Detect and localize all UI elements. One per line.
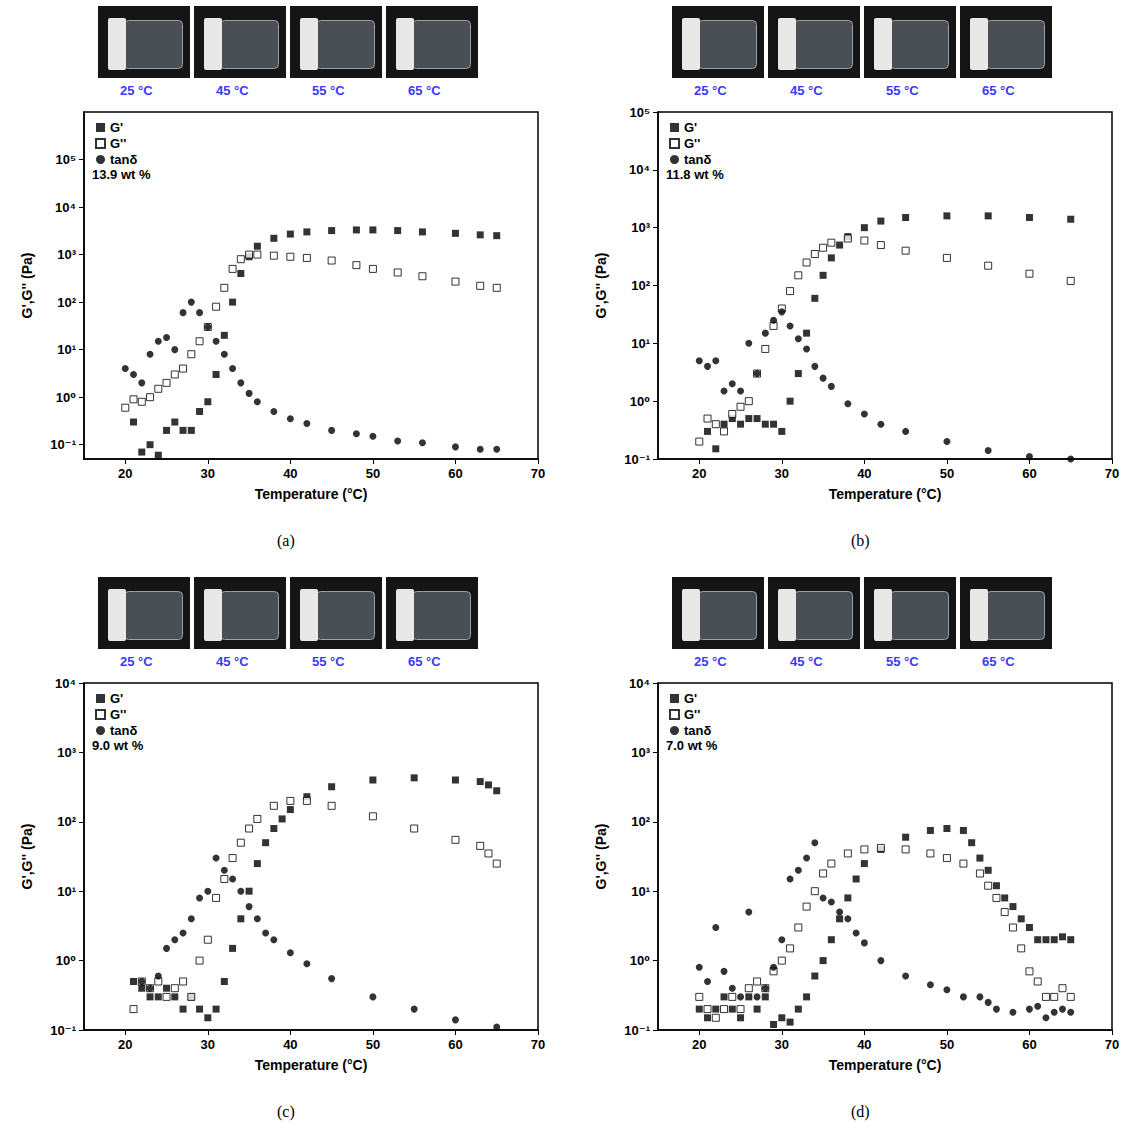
svg-text:10¹: 10¹ xyxy=(631,884,650,899)
svg-text:G': G' xyxy=(684,691,697,706)
svg-text:G': G' xyxy=(110,691,123,706)
svg-text:45 °C: 45 °C xyxy=(790,654,823,669)
svg-text:10¹: 10¹ xyxy=(57,342,76,357)
svg-text:40: 40 xyxy=(283,1037,297,1052)
svg-text:10⁵: 10⁵ xyxy=(629,105,650,120)
svg-text:10⁰: 10⁰ xyxy=(630,953,650,968)
svg-text:55 °C: 55 °C xyxy=(886,654,919,669)
svg-text:10¹: 10¹ xyxy=(631,336,650,351)
svg-text:G',G'' (Pa): G',G'' (Pa) xyxy=(593,824,609,890)
svg-text:10²: 10² xyxy=(631,814,650,829)
svg-text:7.0 wt %: 7.0 wt % xyxy=(666,738,718,753)
svg-text:65 °C: 65 °C xyxy=(982,83,1015,98)
svg-text:70: 70 xyxy=(1105,1037,1119,1052)
svg-text:tanδ: tanδ xyxy=(684,723,712,738)
svg-text:20: 20 xyxy=(692,466,706,481)
svg-text:10⁴: 10⁴ xyxy=(55,200,76,215)
svg-text:55 °C: 55 °C xyxy=(886,83,919,98)
svg-text:tanδ: tanδ xyxy=(110,723,138,738)
svg-text:10⁴: 10⁴ xyxy=(629,676,650,691)
svg-text:(b): (b) xyxy=(851,532,870,550)
svg-text:55 °C: 55 °C xyxy=(312,654,345,669)
svg-text:11.8 wt %: 11.8 wt % xyxy=(666,167,724,182)
svg-text:10³: 10³ xyxy=(57,745,76,760)
svg-text:70: 70 xyxy=(531,466,545,481)
svg-text:55 °C: 55 °C xyxy=(312,83,345,98)
svg-text:G'': G'' xyxy=(110,707,126,722)
svg-text:(a): (a) xyxy=(277,532,295,550)
svg-text:10¹: 10¹ xyxy=(57,884,76,899)
svg-text:13.9 wt %: 13.9 wt % xyxy=(92,167,151,182)
svg-text:10³: 10³ xyxy=(631,220,650,235)
svg-text:65 °C: 65 °C xyxy=(982,654,1015,669)
svg-text:10⁴: 10⁴ xyxy=(629,162,650,177)
svg-text:G': G' xyxy=(684,120,697,135)
svg-text:20: 20 xyxy=(118,1037,132,1052)
svg-text:60: 60 xyxy=(1022,1037,1036,1052)
svg-text:20: 20 xyxy=(118,466,132,481)
svg-text:30: 30 xyxy=(775,1037,789,1052)
svg-text:(d): (d) xyxy=(851,1103,870,1121)
svg-text:50: 50 xyxy=(366,466,380,481)
svg-text:10⁻¹: 10⁻¹ xyxy=(50,437,76,452)
svg-text:G': G' xyxy=(110,120,123,135)
svg-text:40: 40 xyxy=(283,466,297,481)
svg-text:10²: 10² xyxy=(631,278,650,293)
svg-text:45 °C: 45 °C xyxy=(790,83,823,98)
svg-text:30: 30 xyxy=(201,1037,215,1052)
svg-text:Temperature (°C): Temperature (°C) xyxy=(255,486,368,502)
svg-text:60: 60 xyxy=(1022,466,1036,481)
svg-text:30: 30 xyxy=(201,466,215,481)
svg-text:25 °C: 25 °C xyxy=(120,654,153,669)
svg-text:40: 40 xyxy=(857,466,871,481)
svg-text:10⁻¹: 10⁻¹ xyxy=(50,1023,76,1038)
svg-text:10³: 10³ xyxy=(631,745,650,760)
svg-text:G',G'' (Pa): G',G'' (Pa) xyxy=(19,253,35,319)
svg-text:10⁰: 10⁰ xyxy=(56,390,76,405)
svg-text:10⁰: 10⁰ xyxy=(56,953,76,968)
svg-text:9.0 wt %: 9.0 wt % xyxy=(92,738,144,753)
svg-text:10⁵: 10⁵ xyxy=(55,152,76,167)
svg-text:10⁴: 10⁴ xyxy=(55,676,76,691)
svg-text:50: 50 xyxy=(940,466,954,481)
svg-text:G'': G'' xyxy=(684,707,700,722)
svg-text:65 °C: 65 °C xyxy=(408,83,441,98)
svg-text:Temperature (°C): Temperature (°C) xyxy=(829,486,942,502)
svg-text:50: 50 xyxy=(940,1037,954,1052)
svg-text:25 °C: 25 °C xyxy=(694,83,727,98)
svg-text:10⁰: 10⁰ xyxy=(630,394,650,409)
svg-text:10³: 10³ xyxy=(57,247,76,262)
svg-text:Temperature (°C): Temperature (°C) xyxy=(255,1057,368,1073)
svg-text:10²: 10² xyxy=(57,295,76,310)
svg-text:20: 20 xyxy=(692,1037,706,1052)
svg-text:tanδ: tanδ xyxy=(110,152,138,167)
svg-text:Temperature (°C): Temperature (°C) xyxy=(829,1057,942,1073)
svg-text:(c): (c) xyxy=(277,1103,295,1121)
svg-text:70: 70 xyxy=(531,1037,545,1052)
svg-text:60: 60 xyxy=(448,466,462,481)
svg-text:40: 40 xyxy=(857,1037,871,1052)
svg-text:G',G'' (Pa): G',G'' (Pa) xyxy=(19,824,35,890)
svg-text:70: 70 xyxy=(1105,466,1119,481)
svg-text:G',G'' (Pa): G',G'' (Pa) xyxy=(593,253,609,319)
svg-text:45 °C: 45 °C xyxy=(216,654,249,669)
svg-text:G'': G'' xyxy=(684,136,700,151)
svg-text:G'': G'' xyxy=(110,136,126,151)
svg-text:10⁻¹: 10⁻¹ xyxy=(624,1023,650,1038)
svg-text:50: 50 xyxy=(366,1037,380,1052)
svg-text:30: 30 xyxy=(775,466,789,481)
svg-text:60: 60 xyxy=(448,1037,462,1052)
svg-text:10²: 10² xyxy=(57,814,76,829)
svg-text:10⁻¹: 10⁻¹ xyxy=(624,452,650,467)
svg-text:tanδ: tanδ xyxy=(684,152,712,167)
svg-text:65 °C: 65 °C xyxy=(408,654,441,669)
svg-text:25 °C: 25 °C xyxy=(694,654,727,669)
svg-text:45 °C: 45 °C xyxy=(216,83,249,98)
svg-text:25 °C: 25 °C xyxy=(120,83,153,98)
